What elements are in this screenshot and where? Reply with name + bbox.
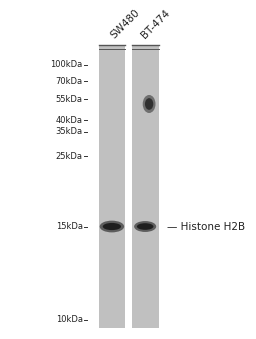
Ellipse shape bbox=[145, 98, 153, 110]
Text: 35kDa: 35kDa bbox=[56, 127, 83, 136]
Bar bbox=[99, 45, 125, 328]
Ellipse shape bbox=[137, 223, 153, 230]
Text: 55kDa: 55kDa bbox=[56, 95, 83, 104]
Ellipse shape bbox=[143, 95, 155, 113]
Ellipse shape bbox=[103, 223, 121, 230]
Text: 15kDa: 15kDa bbox=[56, 222, 83, 231]
Text: 100kDa: 100kDa bbox=[51, 60, 83, 69]
Text: BT-474: BT-474 bbox=[140, 8, 172, 40]
Text: 25kDa: 25kDa bbox=[56, 152, 83, 161]
Bar bbox=[132, 45, 159, 328]
Ellipse shape bbox=[100, 221, 124, 233]
Text: 10kDa: 10kDa bbox=[56, 315, 83, 324]
Text: 70kDa: 70kDa bbox=[56, 77, 83, 86]
Text: 40kDa: 40kDa bbox=[56, 116, 83, 125]
Text: — Histone H2B: — Histone H2B bbox=[167, 221, 245, 232]
Ellipse shape bbox=[134, 221, 156, 232]
Text: SW480: SW480 bbox=[108, 7, 141, 40]
